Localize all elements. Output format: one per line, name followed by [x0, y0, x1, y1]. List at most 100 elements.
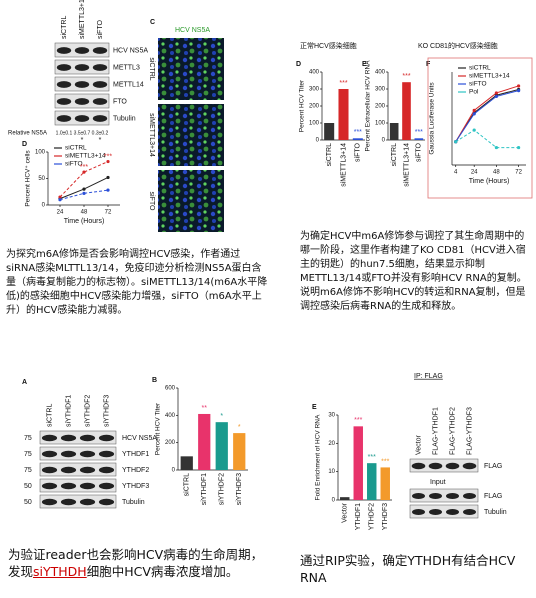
- band-label: METTL3: [113, 64, 140, 71]
- band: [92, 115, 108, 122]
- band: [74, 47, 90, 54]
- y-axis-label: Percent HCV Titer: [299, 79, 306, 132]
- band: [74, 81, 90, 88]
- y-axis-label: Percent Extracellular HCV RNA: [365, 60, 372, 152]
- significance: ***: [104, 153, 112, 160]
- y-tick-label: 300: [309, 87, 320, 93]
- band-label: Tubulin: [113, 115, 136, 122]
- y-tick-label: 0: [42, 203, 46, 209]
- legend-label: siFTO: [65, 161, 83, 168]
- y-tick-label: 20: [328, 441, 335, 447]
- bar: [353, 426, 363, 500]
- blot-title: IP: FLAG: [414, 373, 443, 380]
- lane-label: Vector: [415, 434, 422, 455]
- point: [494, 94, 498, 99]
- band: [41, 466, 58, 474]
- band: [445, 462, 460, 470]
- x-tick-label: 24: [471, 170, 478, 176]
- bar: [215, 422, 228, 470]
- band-label: YTHDF3: [122, 483, 149, 490]
- point: [106, 159, 110, 164]
- line: [59, 189, 109, 201]
- panel-letter: D: [22, 141, 27, 148]
- band: [98, 498, 115, 506]
- legend-label: siMETTL3+14: [469, 73, 510, 80]
- relative-value: 1.0±0.1: [56, 130, 73, 136]
- y-tick-label: 30: [328, 413, 335, 419]
- lane-label: siYTHDF2: [84, 395, 91, 427]
- x-tick-label: 72: [105, 210, 112, 216]
- blot-strip: [409, 458, 479, 473]
- panel-letter: A: [22, 379, 27, 386]
- point: [517, 89, 521, 93]
- point: [494, 145, 498, 150]
- mw-marker: 50: [24, 483, 32, 490]
- point: [517, 84, 521, 88]
- blot-strip: [409, 488, 479, 503]
- point: [82, 191, 86, 195]
- significance: **: [202, 405, 208, 412]
- band: [60, 450, 77, 458]
- bar: [233, 433, 246, 470]
- panel-letter: B: [152, 377, 157, 384]
- band: [92, 98, 108, 105]
- y-tick-label: 0: [332, 498, 336, 504]
- band: [41, 450, 58, 458]
- blot-strip: [39, 494, 117, 509]
- band: [56, 64, 72, 71]
- point: [472, 108, 476, 112]
- blot-strip: [39, 446, 117, 461]
- x-tick-label: YTHDF2: [369, 503, 376, 530]
- x-tick-label: siMETTL3+14: [403, 143, 410, 187]
- band-label: HCV NS5A: [113, 47, 148, 54]
- relative-label: Relative NS5A: [8, 131, 47, 137]
- point: [82, 187, 86, 191]
- band: [74, 64, 90, 71]
- bar: [402, 82, 411, 140]
- y-tick-label: 0: [172, 468, 176, 474]
- micrograph: [158, 38, 224, 100]
- caption-text: 为验证reader也会影响HCV病毒的生命周期，发现: [8, 547, 264, 579]
- legend-label: siCTRL: [65, 145, 87, 152]
- blot-strip: [39, 478, 117, 493]
- band: [41, 482, 58, 490]
- band-label: Tubulin: [484, 509, 507, 516]
- y-axis-label: Percent HCV⁺ cells: [25, 150, 32, 207]
- band: [60, 466, 77, 474]
- band: [79, 482, 96, 490]
- caption: 通过RIP实验，确定YTHDH有结合HCV RNA: [300, 553, 516, 585]
- bar: [352, 138, 363, 140]
- y-axis-label: Gaussia Luciferase Units: [429, 82, 436, 155]
- band: [60, 482, 77, 490]
- y-tick-label: 400: [309, 70, 320, 76]
- significance: ***: [354, 129, 362, 136]
- band: [98, 434, 115, 442]
- significance: ***: [381, 458, 389, 465]
- bar: [389, 123, 399, 140]
- x-tick-label: siCTRL: [184, 473, 191, 496]
- band: [463, 509, 476, 515]
- point: [106, 188, 110, 192]
- band: [56, 81, 72, 88]
- significance: ***: [80, 164, 88, 171]
- legend-label: siCTRL: [469, 65, 491, 72]
- y-tick-label: 400: [165, 413, 176, 419]
- band: [429, 493, 442, 499]
- point: [472, 128, 476, 132]
- x-tick-label: siYTHDF1: [201, 473, 208, 505]
- band: [411, 462, 426, 470]
- band: [92, 81, 108, 88]
- y-tick-label: 200: [309, 104, 320, 110]
- caption: 为确定HCV中m6A修饰参与调控了其生命周期中的哪一阶段，这里作者构建了KO C…: [300, 231, 527, 312]
- band: [428, 462, 443, 470]
- band-label: Tubulin: [122, 499, 145, 506]
- band: [79, 450, 96, 458]
- line: [455, 90, 519, 143]
- significance: ***: [402, 73, 410, 80]
- y-tick-label: 200: [375, 104, 386, 110]
- band: [41, 498, 58, 506]
- caption: 为验证reader也会影响HCV病毒的生命周期，发现siYTHDH细胞中HCV病…: [8, 546, 270, 580]
- relative-value: 0.3±0.2: [92, 130, 109, 136]
- bar: [324, 123, 335, 140]
